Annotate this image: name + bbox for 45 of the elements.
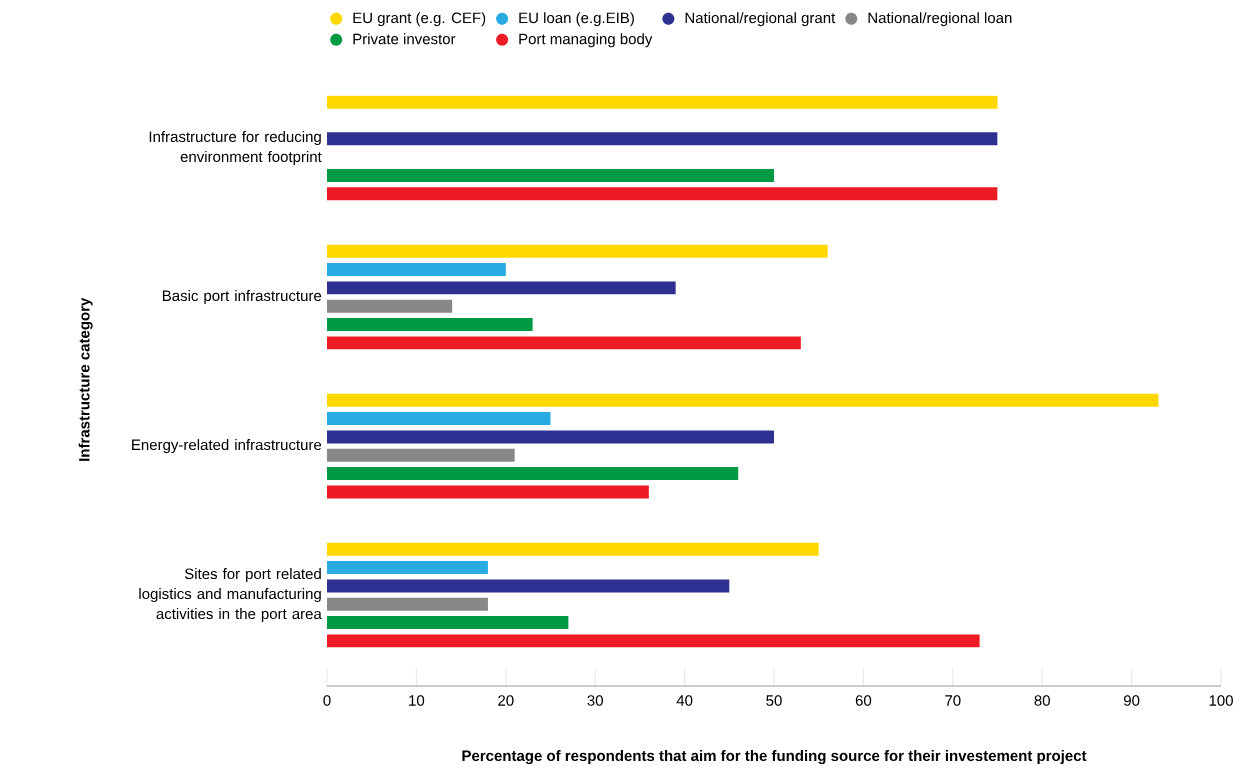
x-tick-label: 80 — [1034, 695, 1050, 706]
bar — [327, 187, 998, 201]
bar — [327, 616, 569, 630]
bar — [327, 169, 775, 182]
bar — [327, 485, 649, 499]
bar — [327, 281, 676, 295]
legend-label: Port managing body — [519, 33, 653, 48]
y-tick-label: Energy-related infrastructure — [132, 439, 322, 454]
bar — [327, 299, 453, 313]
x-tick-label: 20 — [498, 695, 514, 706]
x-tick-label: 40 — [676, 695, 693, 706]
y-axis-title: Infrastructure category — [78, 297, 93, 461]
x-tick-label: 0 — [323, 695, 331, 706]
x-tick-label: 100 — [1209, 695, 1233, 706]
y-tick-label: Basic port infrastructure — [162, 290, 322, 305]
bar — [327, 318, 533, 332]
bar — [327, 542, 819, 556]
bar — [327, 467, 739, 481]
bar — [327, 244, 828, 258]
bar — [327, 597, 488, 611]
x-tick-label: 60 — [855, 695, 872, 706]
legend-label: EU loan (e.g.EIB) — [519, 12, 634, 27]
y-tick-label: Sites for port related logistics and manufacturing activities in the port area — [139, 568, 322, 623]
bar — [327, 634, 980, 648]
bar — [327, 430, 775, 444]
bar — [327, 95, 998, 109]
bar — [327, 393, 1159, 407]
y-tick-label: Infrastructure for reducing environment footprint — [149, 131, 322, 165]
bar — [327, 579, 730, 593]
bar — [327, 132, 998, 146]
legend-label: National/regional grant — [685, 12, 836, 27]
bar — [327, 336, 801, 350]
x-tick-label: 70 — [945, 695, 961, 706]
legend-label: Private investor — [353, 33, 456, 45]
legend-label: National/regional loan — [868, 12, 1012, 27]
x-axis-title: Percentage of respondents that aim for the funding source for their investement project — [462, 750, 1087, 765]
x-tick-label: 30 — [587, 695, 603, 706]
bar — [327, 412, 551, 426]
bar — [327, 561, 488, 575]
bar — [327, 263, 506, 277]
x-tick-label: 50 — [766, 695, 782, 706]
x-tick-label: 10 — [409, 695, 425, 706]
legend-label: EU grant (e.g. CEF) — [353, 12, 486, 27]
x-tick-label: 90 — [1123, 695, 1140, 706]
bar — [327, 448, 515, 462]
